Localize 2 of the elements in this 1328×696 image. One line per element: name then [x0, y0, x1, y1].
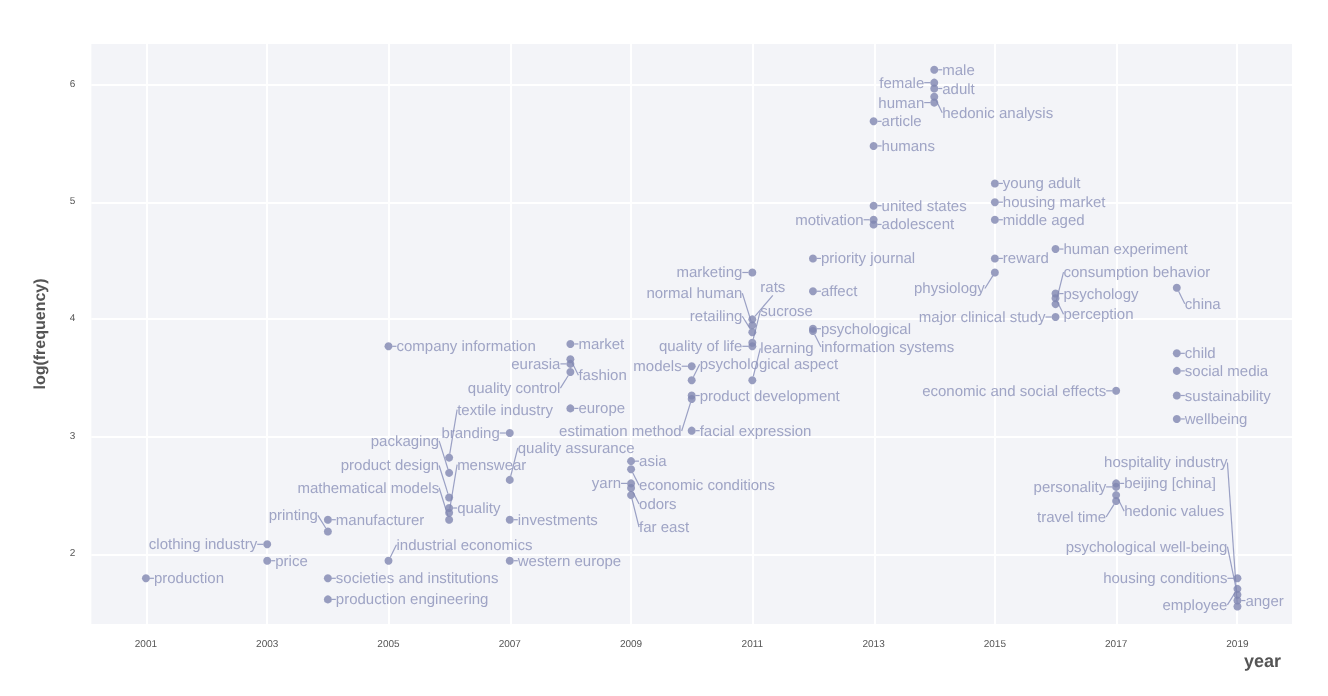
x-axis-title: year: [1244, 651, 1283, 671]
y-axis-title: log(frequency): [31, 277, 49, 390]
